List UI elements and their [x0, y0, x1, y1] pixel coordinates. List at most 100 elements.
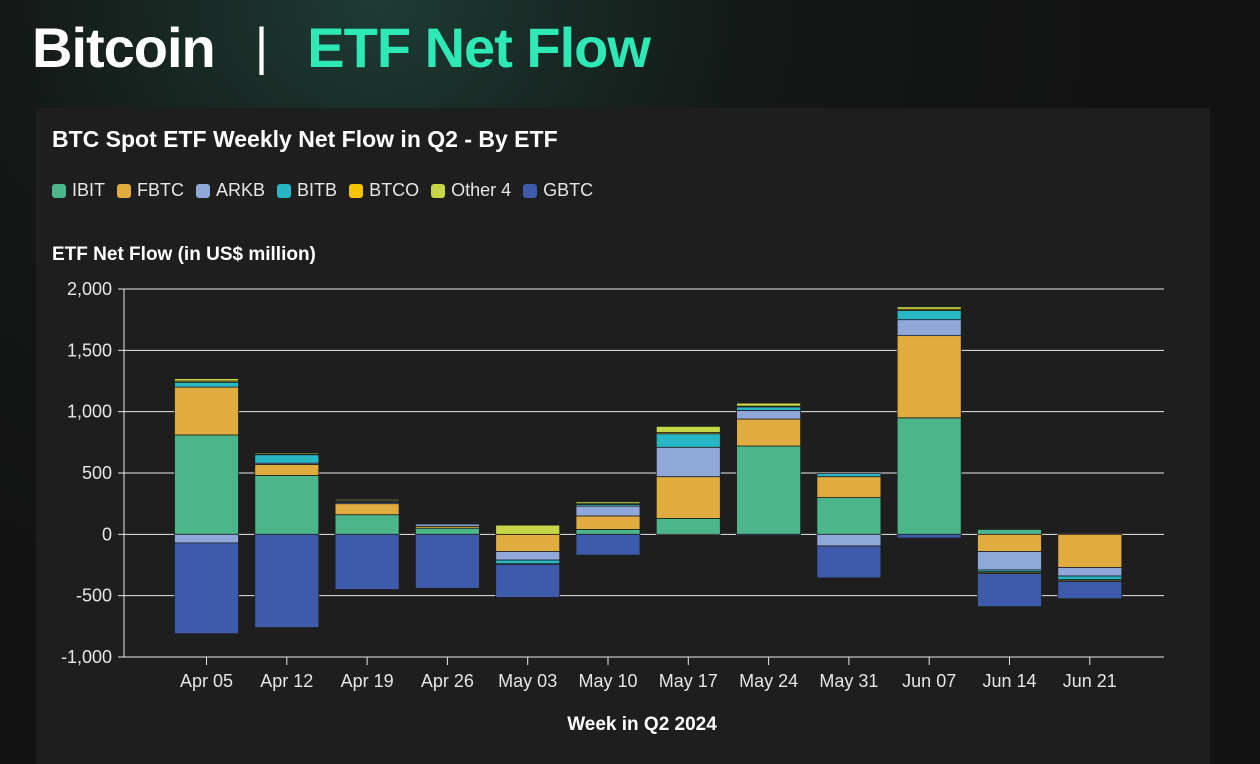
- bar-segment: [896, 319, 962, 337]
- legend-item: GBTC: [523, 180, 593, 201]
- legend-label: GBTC: [543, 180, 594, 200]
- bar-segment: [816, 473, 882, 478]
- bar-segment: [495, 524, 561, 535]
- chart-legend: IBIT FBTC ARKB BITB BTCO Other 4 GBTC: [52, 180, 593, 201]
- x-tick-label: May 10: [578, 671, 637, 691]
- bar-segment: [414, 527, 480, 535]
- headline-brand: Bitcoin: [32, 15, 216, 79]
- headline-topic: ETF Net Flow: [307, 15, 651, 79]
- y-axis-label: ETF Net Flow (in US$ million): [52, 244, 316, 265]
- bar-segment: [495, 559, 561, 565]
- bar-segment: [575, 529, 641, 535]
- bar-segment: [977, 533, 1042, 552]
- bar-segment: [655, 433, 721, 448]
- legend-label: ARKB: [216, 180, 266, 200]
- legend-swatch: [523, 183, 538, 198]
- bar-segment: [1057, 567, 1123, 577]
- bar-segment: [816, 497, 882, 535]
- x-tick-label: Apr 12: [260, 671, 313, 691]
- x-tick-label: Apr 26: [421, 671, 474, 691]
- x-axis-label: Week in Q2 2024: [567, 714, 717, 735]
- bar-segment: [254, 464, 320, 476]
- bar-segment: [495, 551, 561, 561]
- bar-segment: [736, 445, 801, 535]
- bar-segment: [736, 533, 801, 536]
- bar-segment: [174, 434, 239, 535]
- bar-segment: [1057, 533, 1123, 568]
- bar-segment: [174, 381, 239, 388]
- bar-segment: [1057, 581, 1123, 600]
- bar-segment: [254, 454, 320, 464]
- bar-segment: [1057, 575, 1123, 581]
- x-tick-label: May 03: [498, 671, 557, 691]
- legend-item: BITB: [277, 180, 337, 201]
- bar-segment: [495, 563, 561, 598]
- bar-segment: [816, 545, 882, 579]
- bar-segment: [575, 515, 641, 530]
- bar-segment: [575, 533, 641, 556]
- legend-swatch: [349, 183, 364, 198]
- chart-plot: 2,000 1,500 1,000 500 0 -500 -1,000 Apr 05 Apr 1…: [61, 279, 1164, 691]
- bar-segment: [977, 529, 1042, 535]
- x-tick-label: May 17: [659, 671, 718, 691]
- bar-segment: [896, 335, 962, 419]
- legend-item: ARKB: [196, 180, 265, 201]
- legend-item: FBTC: [117, 180, 184, 201]
- bar-segment: [414, 522, 480, 524]
- bar-segment: [896, 310, 962, 321]
- bar-segment: [414, 533, 480, 589]
- bar-segment: [655, 425, 721, 433]
- bar-segment: [334, 503, 400, 516]
- bar-segment: [334, 533, 400, 590]
- bar-segment: [174, 386, 239, 436]
- legend-label: FBTC: [137, 180, 185, 200]
- x-tick-label: May 31: [819, 671, 878, 691]
- bar-segment: [254, 452, 320, 455]
- bar-segment: [816, 476, 882, 498]
- bar-segment: [816, 533, 882, 547]
- bar-segment: [254, 533, 320, 628]
- chart-panel: BTC Spot ETF Weekly Net Flow in Q2 - By …: [36, 108, 1210, 764]
- bar-segment: [896, 533, 962, 539]
- x-tick-label: Apr 19: [341, 671, 394, 691]
- x-tick-label: May 24: [739, 671, 798, 691]
- headline: Bitcoin | ETF Net Flow: [32, 10, 651, 84]
- bar-segment: [334, 514, 400, 535]
- x-tick-label: Apr 05: [180, 671, 233, 691]
- bar-segment: [575, 505, 641, 517]
- bar-segment: [977, 551, 1042, 571]
- bar-segment: [174, 542, 239, 635]
- bar-segment: [655, 476, 721, 519]
- bar-segment: [575, 501, 641, 505]
- legend-swatch: [117, 183, 132, 198]
- bar-segment: [655, 446, 721, 478]
- legend-item: BTCO: [349, 180, 419, 201]
- legend-label: IBIT: [72, 180, 106, 200]
- legend-swatch: [277, 183, 292, 198]
- bar-segment: [896, 417, 962, 535]
- legend-item: IBIT: [52, 180, 105, 201]
- legend-swatch: [196, 183, 211, 198]
- bar-segment: [254, 475, 320, 535]
- y-tick-label: 500: [82, 463, 112, 483]
- legend-label: BITB: [297, 180, 338, 200]
- bar-segment: [174, 378, 239, 382]
- bar-segment: [736, 418, 801, 447]
- legend-label: BTCO: [369, 180, 420, 200]
- y-tick-label: -1,000: [61, 647, 112, 667]
- bar-segment: [736, 410, 801, 420]
- legend-swatch: [52, 183, 66, 198]
- y-tick-label: 2,000: [67, 279, 112, 299]
- y-tick-label: 0: [102, 524, 112, 544]
- legend-swatch: [431, 183, 446, 198]
- bar-segment: [655, 517, 721, 535]
- bar-segment: [334, 498, 400, 501]
- x-tick-label: Jun 21: [1063, 671, 1117, 691]
- x-tick-label: Jun 14: [982, 671, 1036, 691]
- bar-segment: [174, 533, 239, 544]
- chart-title: BTC Spot ETF Weekly Net Flow in Q2 - By …: [52, 126, 558, 152]
- bar-segment: [896, 306, 962, 310]
- x-tick-label: Jun 07: [902, 671, 956, 691]
- legend-item: Other 4: [431, 180, 511, 201]
- legend-label: Other 4: [451, 180, 512, 200]
